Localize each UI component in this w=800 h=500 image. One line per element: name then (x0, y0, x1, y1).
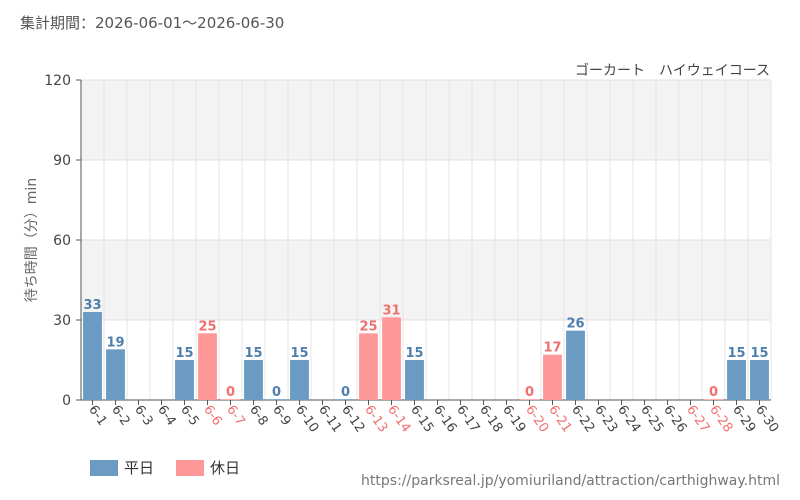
data-label: 17 (543, 341, 561, 356)
bar (704, 399, 723, 400)
y-tick-label: 30 (53, 313, 71, 329)
data-label: 15 (750, 346, 768, 361)
legend-item-weekday: 平日 (90, 457, 154, 478)
legend-label-weekday: 平日 (124, 459, 155, 477)
y-tick-label: 120 (44, 73, 71, 89)
data-label: 15 (244, 346, 262, 361)
x-tick-label: 6-24 (614, 403, 643, 436)
x-tick-labels: 6-16-26-36-46-56-66-76-86-96-106-116-126… (85, 400, 781, 435)
data-label: 26 (566, 317, 584, 332)
data-label: 0 (226, 385, 235, 400)
data-label: 25 (359, 319, 377, 334)
bar (727, 360, 746, 400)
bar (221, 399, 240, 400)
bar (543, 354, 562, 400)
y-tick-label: 90 (53, 153, 71, 169)
bar (106, 349, 125, 400)
x-tick-label: 6-1 (85, 403, 109, 429)
data-label: 0 (272, 385, 281, 400)
x-tick-label: 6-25 (637, 403, 666, 436)
x-tick-label: 6-13 (361, 403, 390, 436)
data-label: 15 (175, 346, 193, 361)
grid-lines (80, 79, 772, 401)
x-tick-label: 6-5 (177, 403, 201, 429)
legend-swatch-weekday (90, 459, 118, 476)
x-tick-label: 6-4 (154, 403, 178, 429)
data-label: 0 (709, 385, 718, 400)
y-tick-labels: 0 30 60 90 120 (44, 73, 81, 409)
x-tick-label: 6-9 (269, 403, 293, 429)
attraction-name: ゴーカート ハイウェイコース (574, 63, 770, 79)
x-tick-label: 6-30 (752, 403, 781, 436)
x-tick-label: 6-26 (660, 403, 689, 436)
bar (750, 360, 769, 400)
x-tick-label: 6-22 (568, 403, 597, 436)
bar (198, 333, 217, 400)
data-label: 15 (290, 346, 308, 361)
y-tick-label: 0 (62, 393, 71, 409)
legend-swatch-holiday (176, 459, 205, 476)
bar (405, 360, 424, 400)
x-tick-label: 6-6 (200, 403, 224, 429)
data-label: 19 (106, 335, 124, 350)
bar (244, 360, 263, 400)
y-axis-label: 待ち時間（分）min (24, 178, 40, 302)
wait-time-chart: 0 30 60 90 120 33 19 15 25 0 15 0 15 0 25 31 15 0 17 26 0 15… (24, 73, 781, 435)
bar (566, 330, 585, 400)
bar (83, 312, 102, 400)
data-label: 0 (341, 385, 350, 400)
data-label: 33 (83, 298, 101, 313)
x-tick-label: 6-19 (499, 403, 528, 436)
x-tick-label: 6-23 (591, 403, 620, 436)
bar (175, 360, 194, 400)
x-tick-label: 6-28 (706, 403, 735, 436)
data-label: 15 (405, 346, 423, 361)
y-tick-label: 60 (53, 233, 71, 249)
x-tick-label: 6-7 (223, 403, 247, 429)
x-tick-label: 6-18 (476, 403, 505, 436)
x-tick-label: 6-3 (131, 403, 155, 429)
data-label: 31 (382, 303, 400, 318)
x-tick-label: 6-15 (407, 403, 436, 436)
data-label: 0 (525, 385, 534, 400)
x-tick-label: 6-10 (292, 403, 321, 436)
data-label: 15 (727, 346, 745, 361)
data-label: 25 (198, 319, 216, 334)
bar (290, 360, 309, 400)
source-url[interactable]: https://parksreal.jp/yomiuriland/attract… (361, 473, 780, 489)
x-tick-label: 6-17 (453, 403, 482, 436)
x-tick-label: 6-14 (384, 403, 413, 436)
legend: 平日 休日 (90, 457, 240, 478)
legend-label-holiday: 休日 (210, 459, 241, 477)
x-tick-label: 6-16 (430, 403, 459, 436)
x-tick-label: 6-21 (545, 403, 574, 436)
bar (267, 399, 286, 400)
x-tick-label: 6-27 (683, 403, 712, 436)
x-tick-label: 6-2 (108, 403, 132, 429)
bars: 33 19 15 25 0 15 0 15 0 25 31 15 0 17 26 0 15 15 (83, 298, 769, 400)
bar (359, 333, 378, 400)
x-tick-label: 6-29 (729, 403, 758, 436)
bar (520, 399, 539, 400)
bar (336, 399, 355, 400)
x-tick-label: 6-20 (522, 403, 551, 436)
x-tick-label: 6-8 (246, 403, 270, 429)
x-tick-label: 6-12 (338, 403, 367, 436)
bar (382, 317, 401, 400)
x-tick-label: 6-11 (315, 403, 344, 436)
period-label: 集計期間：2026-06-01～2026-06-30 (20, 14, 285, 32)
legend-item-holiday: 休日 (176, 457, 240, 478)
